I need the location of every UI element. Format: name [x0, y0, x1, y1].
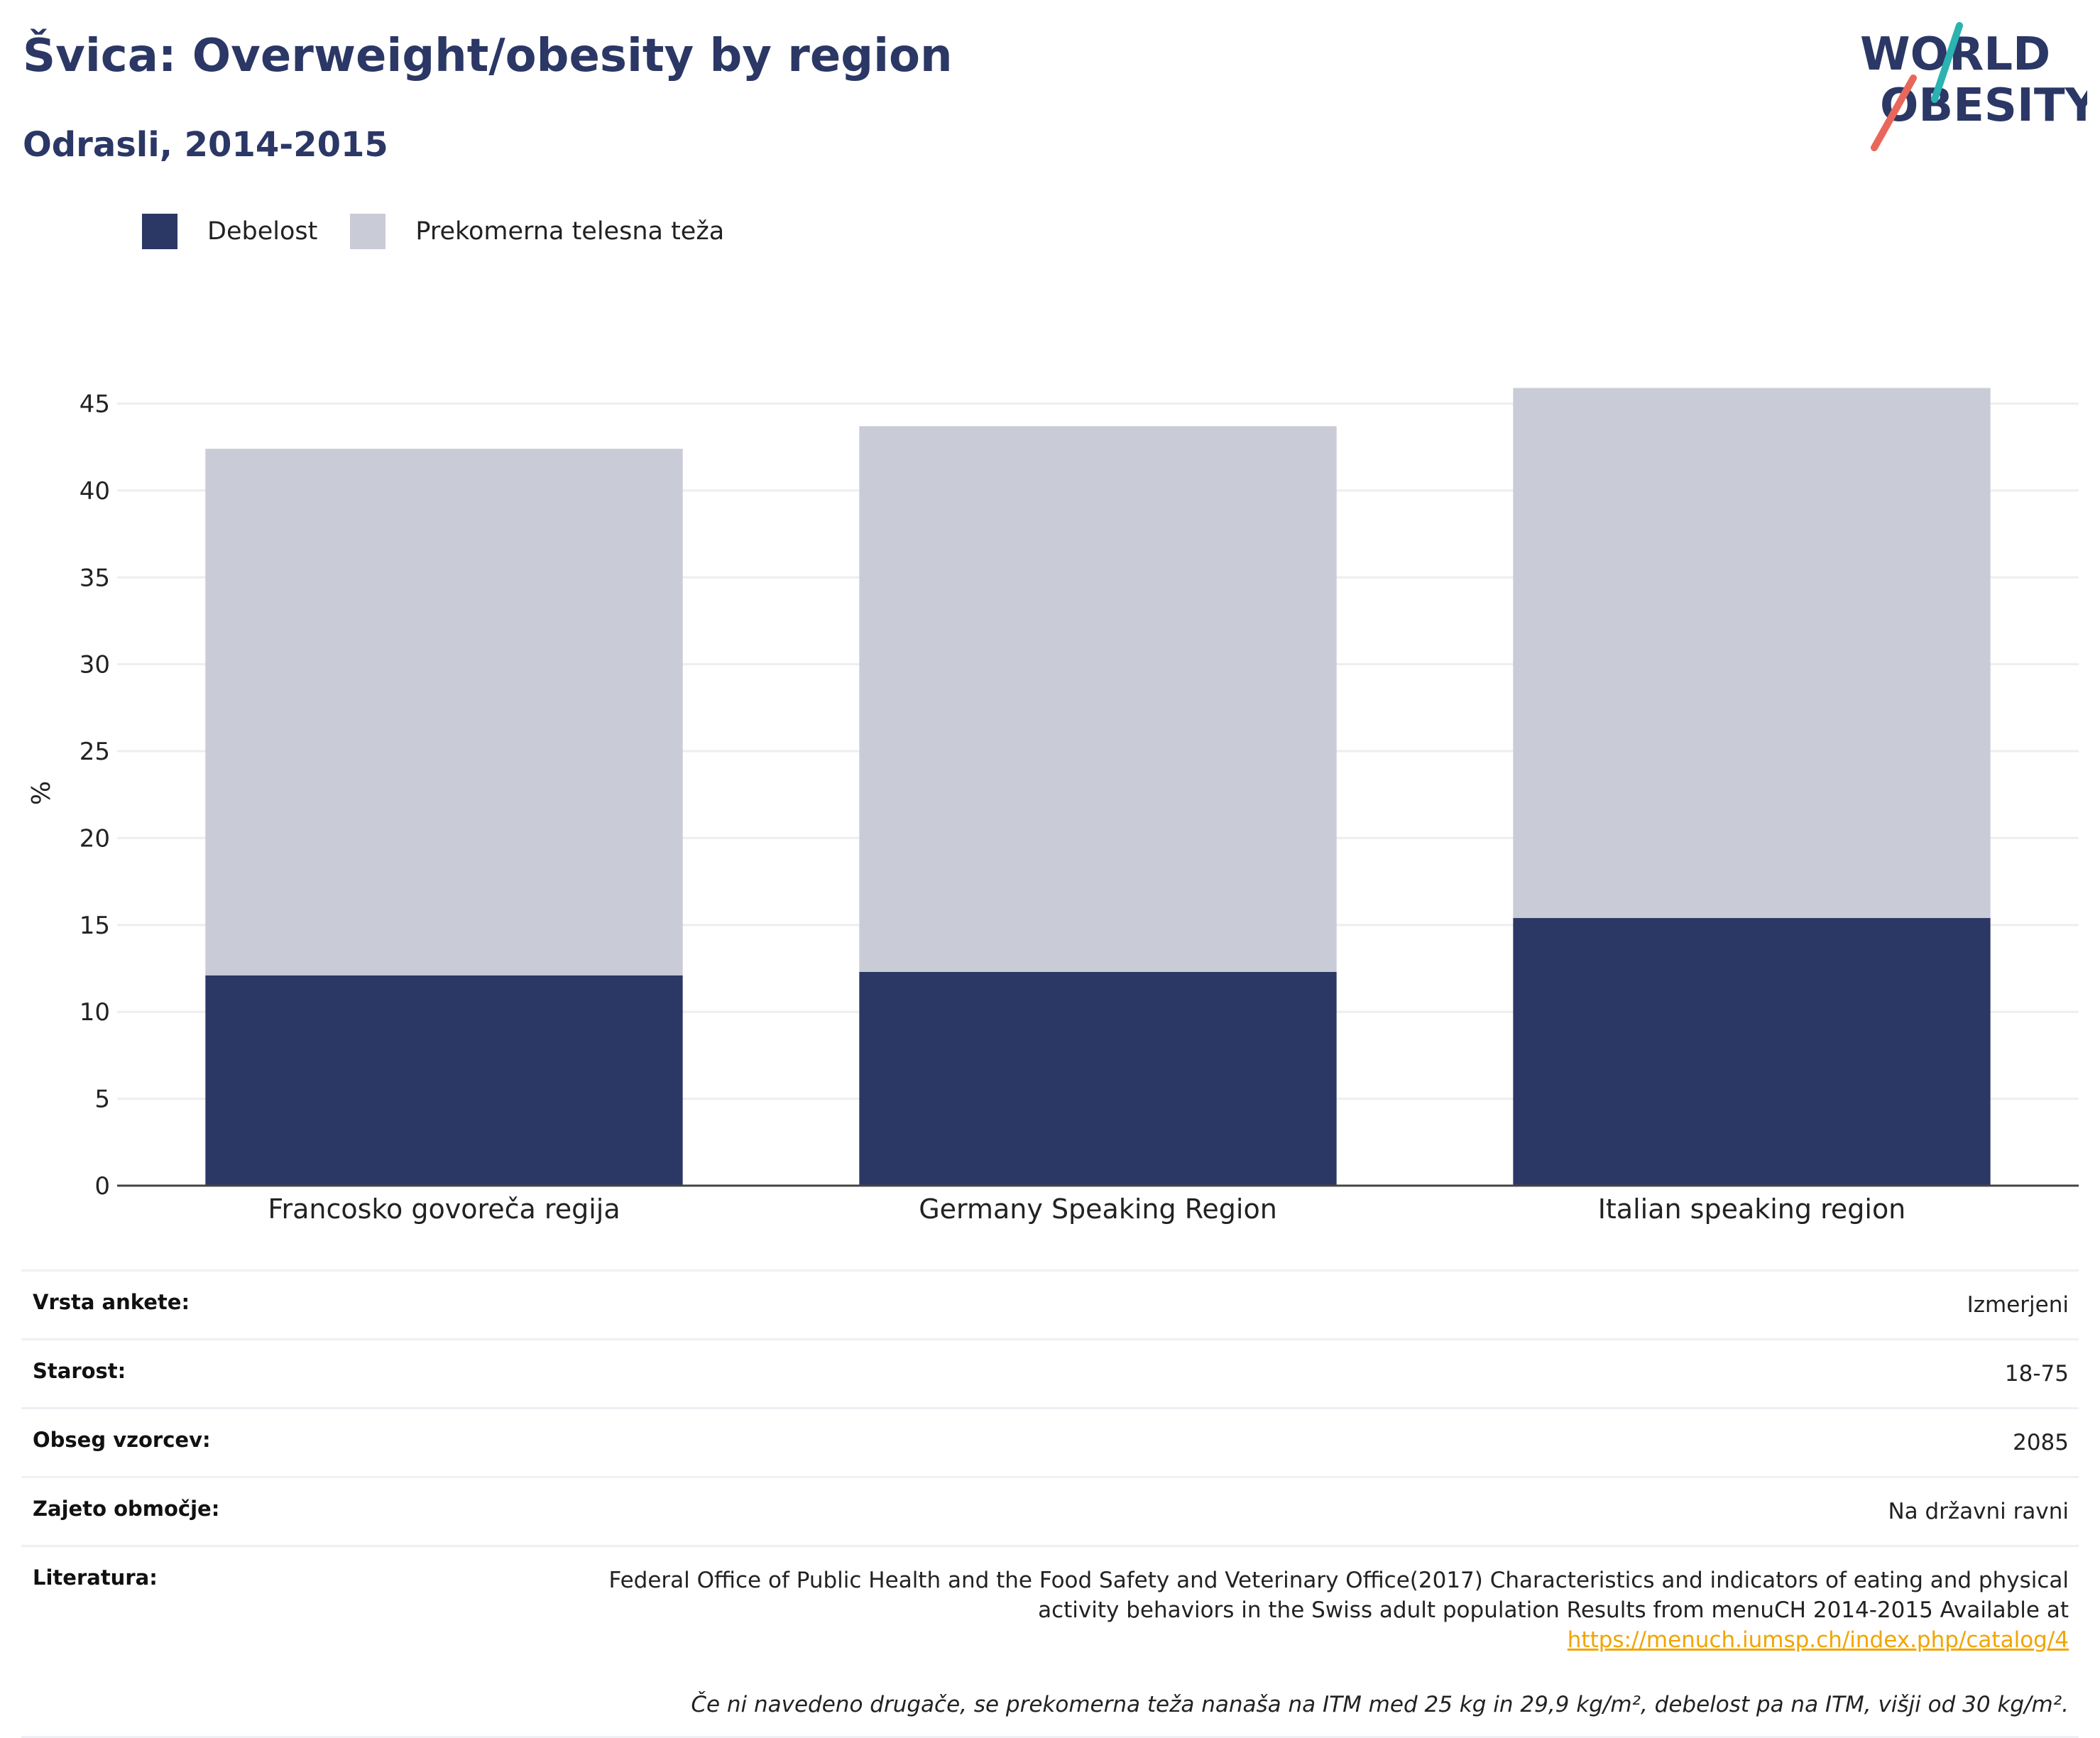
survey-info-table: Vrsta ankete: Izmerjeni Starost: 18-75 O…: [21, 1269, 2079, 1738]
legend-item-obesity[interactable]: Debelost: [142, 214, 317, 249]
y-tick-label: 15: [80, 912, 110, 940]
stacked-bar-chart: 0 5 10 15 20 25 30 35 40 45% Francosko govoreča re…: [27, 388, 2079, 1225]
chart-legend: Debelost Prekomerna telesna teža: [142, 213, 757, 250]
y-tick-label: 30: [80, 651, 110, 679]
literature-text: Federal Office of Public Health and the …: [608, 1568, 2069, 1623]
y-tick-label: 20: [80, 824, 110, 853]
x-tick-label: Germany Speaking Region: [919, 1193, 1277, 1225]
bar-overweight: [859, 426, 1337, 972]
y-tick-label: 5: [94, 1086, 110, 1114]
y-tick-label: 10: [80, 998, 110, 1027]
info-row-sample-size: Obseg vzorcev: 2085: [21, 1407, 2079, 1476]
definition-note: Če ni navedeno drugače, se prekomerna te…: [21, 1673, 2079, 1738]
bar-obesity: [1513, 918, 1991, 1186]
chart-title: Švica: Overweight/obesity by region: [23, 30, 953, 82]
info-row-coverage: Zajeto območje: Na državni ravni: [21, 1476, 2079, 1545]
y-tick-label: 25: [80, 738, 110, 766]
info-label: Obseg vzorcev:: [33, 1428, 211, 1452]
legend-item-overweight[interactable]: Prekomerna telesna teža: [350, 214, 724, 249]
x-tick-label: Francosko govoreča regija: [268, 1193, 620, 1225]
logo-teal-stroke: [1931, 22, 1963, 103]
info-label: Zajeto območje:: [33, 1497, 220, 1521]
y-axis-label: %: [27, 781, 56, 805]
info-row-age: Starost: 18-75: [21, 1338, 2079, 1407]
x-tick-label: Italian speaking region: [1598, 1193, 1906, 1225]
info-label: Literatura:: [33, 1565, 158, 1590]
legend-label-overweight: Prekomerna telesna teža: [415, 217, 725, 246]
logo-red-stroke: [1871, 75, 1917, 151]
info-value: 18-75: [2004, 1361, 2069, 1387]
info-label: Starost:: [33, 1359, 126, 1383]
info-value: Na državni ravni: [1888, 1499, 2069, 1524]
world-obesity-logo: WORLD OBESITY: [1860, 22, 2087, 151]
info-row-survey-type: Vrsta ankete: Izmerjeni: [21, 1269, 2079, 1338]
literature-link[interactable]: https://menuch.iumsp.ch/index.php/catalo…: [1567, 1627, 2069, 1653]
info-row-literature: Literatura: Federal Office of Public Hea…: [21, 1545, 2079, 1673]
info-value: 2085: [2013, 1430, 2069, 1455]
y-tick-label: 35: [80, 564, 110, 592]
y-tick-label: 0: [94, 1172, 110, 1201]
y-tick-label: 45: [80, 390, 110, 418]
legend-swatch-obesity: [142, 214, 177, 249]
bar-obesity: [859, 971, 1337, 1186]
bar-overweight: [1513, 388, 1991, 919]
logo-line2: OBESITY: [1880, 80, 2087, 132]
chart-subtitle: Odrasli, 2014-2015: [23, 125, 388, 165]
bar-overweight: [205, 449, 683, 975]
y-tick-label: 40: [80, 477, 110, 505]
info-value: Izmerjeni: [1967, 1292, 2069, 1318]
legend-swatch-overweight: [350, 214, 386, 249]
legend-label-obesity: Debelost: [207, 217, 318, 246]
info-label: Vrsta ankete:: [33, 1290, 190, 1314]
bar-obesity: [205, 975, 683, 1186]
literature-value: Federal Office of Public Health and the …: [592, 1565, 2069, 1655]
